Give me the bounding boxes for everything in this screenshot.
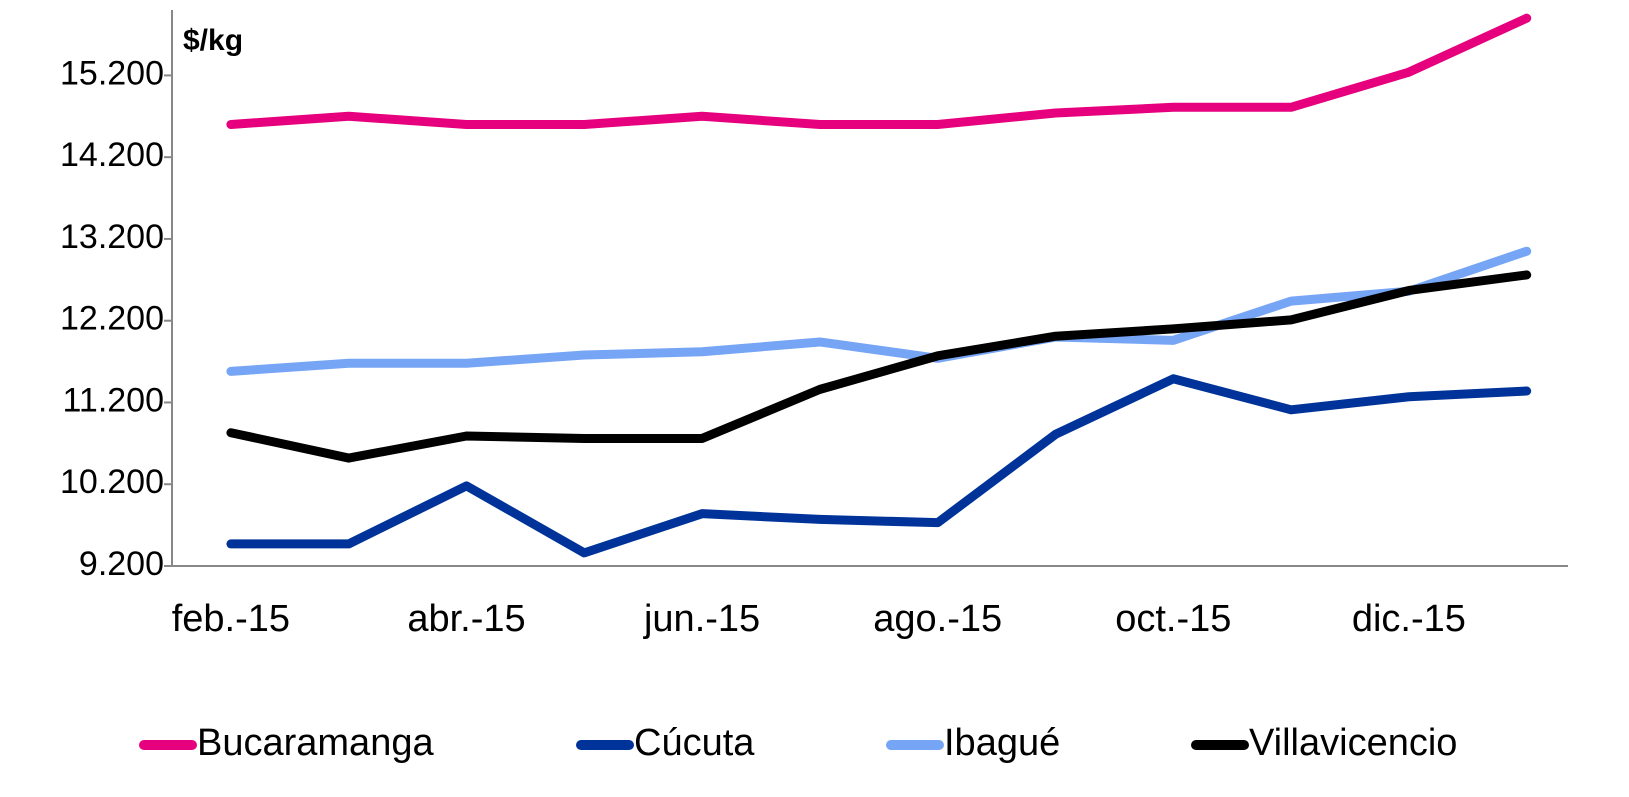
x-tick-label: jun.-15 [643, 598, 760, 640]
y-axis-unit: $/kg [183, 24, 243, 57]
y-tick-label: 9.200 [79, 545, 164, 583]
series-line [226, 246, 1532, 376]
x-tick-label: ago.-15 [873, 598, 1002, 640]
legend-label: Ibagué [944, 722, 1060, 764]
x-tick-label: oct.-15 [1115, 598, 1231, 640]
series-line [226, 270, 1532, 463]
series-line [226, 374, 1532, 558]
legend-label: Cúcuta [634, 722, 755, 764]
legend-label: Villavicencio [1249, 722, 1457, 764]
y-tick-label: 10.200 [60, 463, 164, 501]
y-tick-label: 14.200 [60, 136, 164, 174]
x-tick-label: dic.-15 [1352, 598, 1466, 640]
y-tick-label: 13.200 [60, 218, 164, 256]
y-tick-label: 15.200 [60, 54, 164, 92]
y-tick-label: 11.200 [63, 381, 164, 419]
x-tick-label: abr.-15 [407, 598, 525, 640]
legend-label: Bucaramanga [197, 722, 434, 764]
y-tick-label: 12.200 [60, 300, 164, 338]
series-line [226, 13, 1532, 129]
x-tick-label: feb.-15 [172, 598, 290, 640]
